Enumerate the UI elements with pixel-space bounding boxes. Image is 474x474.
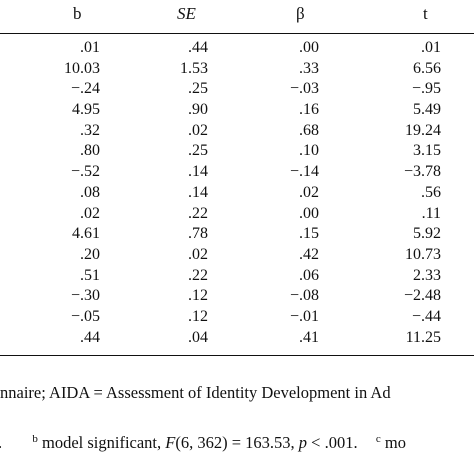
table-row: .08 .14 .02 .56 [0, 183, 474, 204]
note-tail: mo [380, 433, 406, 452]
cell-t: 3.15 [413, 142, 441, 160]
table-row: .01 .44 .00 .01 [0, 38, 474, 59]
cell-b: −.52 [70, 163, 100, 181]
cell-t: 6.56 [413, 59, 441, 77]
cell-t: 5.92 [413, 225, 441, 243]
cell-beta: .10 [299, 142, 319, 160]
cell-se: .25 [188, 80, 208, 98]
cell-se: .02 [188, 121, 208, 139]
cell-t: .01 [421, 39, 441, 56]
cell-se: .14 [188, 183, 208, 201]
table-row: .80 .25 .10 3.15 [0, 141, 474, 162]
cell-se: .90 [188, 101, 208, 119]
table-row: .02 .22 .00 .11 [0, 204, 474, 225]
cell-beta: .15 [299, 225, 319, 243]
cell-se: .04 [188, 328, 208, 346]
cell-beta: .00 [299, 204, 319, 222]
cell-beta: −.03 [289, 80, 319, 98]
cell-se: .12 [188, 287, 208, 305]
cell-b: .01 [80, 39, 100, 56]
cell-t: .11 [421, 204, 441, 222]
cell-t: 2.33 [413, 266, 441, 284]
cell-t: −.95 [411, 80, 441, 98]
table-row: 10.03 1.53 .33 6.56 [0, 59, 474, 80]
table-body: .01.44.00.01 10.03 1.53.33 6.56 −.24.25 −.03−… [0, 38, 474, 348]
header-t: t [423, 4, 428, 23]
cell-b: .32 [80, 121, 100, 139]
cell-beta: .68 [299, 121, 319, 139]
cell-b: .02 [80, 204, 100, 222]
cell-beta: .06 [299, 266, 319, 284]
cell-b: .51 [80, 266, 100, 284]
cell-t: 11.25 [405, 328, 441, 346]
note-p: p [298, 433, 308, 452]
cell-se: .02 [188, 245, 208, 263]
cell-t: 19.24 [405, 121, 441, 139]
note-text-a: model significant, [37, 433, 166, 452]
table-row: .51 .22 .06 2.33 [0, 266, 474, 287]
cell-b: −.30 [70, 287, 100, 305]
cell-beta: .41 [299, 328, 319, 346]
cell-b: 4.95 [72, 101, 100, 119]
cell-beta: −.01 [289, 307, 319, 325]
cell-b: −.24 [70, 80, 100, 98]
cell-t: −2.48 [403, 287, 441, 305]
cell-se: 1.53 [180, 59, 208, 77]
table-note-significance: . b model significant, F(6, 362) = 163.5… [0, 433, 406, 453]
cell-beta: .16 [299, 101, 319, 119]
note-f: F [165, 433, 176, 452]
table-note-abbreviations: nnaire; AIDA = Assessment of Identity De… [0, 383, 391, 402]
note-text-b: (6, 362) = 163.53, [175, 433, 299, 452]
cell-t: −.44 [411, 307, 441, 325]
table-row: 4.61 .78 .15 5.92 [0, 224, 474, 245]
header-beta: β [296, 4, 305, 23]
header-rule [0, 33, 474, 34]
table-row: −.05 .12 −.01 −.44 [0, 307, 474, 328]
header-b: b [73, 4, 82, 23]
cell-beta: .33 [299, 59, 319, 77]
note-sup-c: c [375, 433, 381, 445]
bottom-rule [0, 355, 474, 356]
cell-beta: .02 [299, 183, 319, 201]
cell-b: .20 [80, 245, 100, 263]
cell-se: .14 [188, 163, 208, 181]
cell-se: .12 [188, 307, 208, 325]
note-sup-b: b [32, 433, 38, 445]
cell-beta: −.08 [289, 287, 319, 305]
cell-beta: .42 [299, 245, 319, 263]
cell-b: .44 [80, 328, 100, 346]
table-row: .20 .02 .42 10.73 [0, 245, 474, 266]
table-row: 4.95 .90 .16 5.49 [0, 100, 474, 121]
cell-t: .56 [421, 183, 441, 201]
cell-se: .78 [188, 225, 208, 243]
table-row: .32 .02 .68 19.24 [0, 121, 474, 142]
cell-beta: .00 [299, 39, 319, 56]
cell-se: .25 [188, 142, 208, 160]
note-text-c: < .001. [307, 433, 358, 452]
table-row: −.30 .12 −.08 −2.48 [0, 286, 474, 307]
header-se: SE [177, 4, 196, 23]
cell-beta: −.14 [289, 163, 319, 181]
table-row: .44 .04 .41 11.25 [0, 328, 474, 349]
cell-b: −.05 [70, 307, 100, 325]
cell-se: .44 [188, 39, 208, 56]
cell-b: .80 [80, 142, 100, 160]
cell-t: −3.78 [403, 163, 441, 181]
cell-t: 5.49 [413, 101, 441, 119]
table-row: −.24 .25 −.03 −.95 [0, 79, 474, 100]
cell-b: 4.61 [72, 225, 100, 243]
cell-se: .22 [188, 266, 208, 284]
table-row: −.52 .14 −.14 −3.78 [0, 162, 474, 183]
note-prefix: . [0, 433, 2, 452]
cell-b: 10.03 [64, 59, 100, 77]
cell-b: .08 [80, 183, 100, 201]
cell-t: 10.73 [405, 245, 441, 263]
cell-se: .22 [188, 204, 208, 222]
